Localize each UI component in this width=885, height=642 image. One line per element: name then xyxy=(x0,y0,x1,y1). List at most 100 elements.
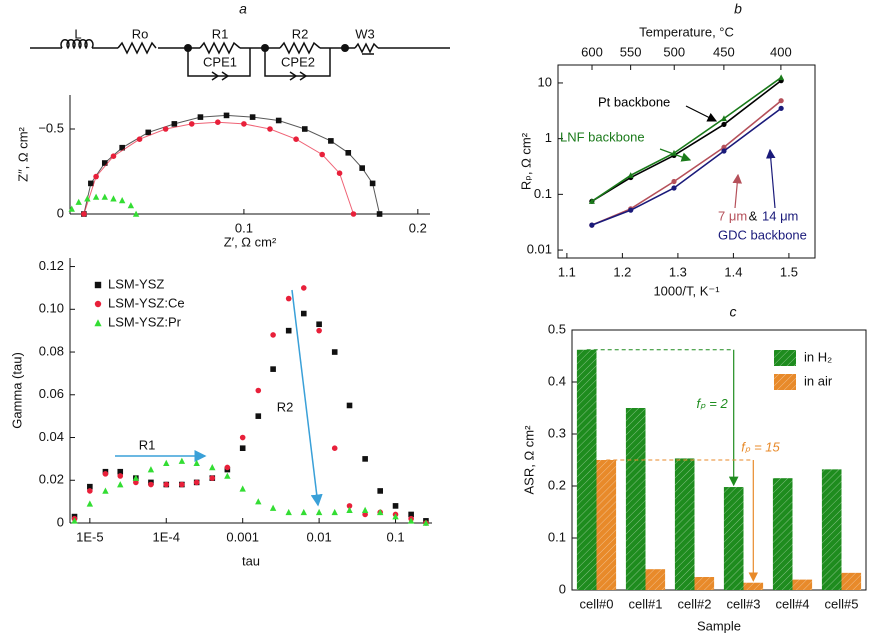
y-tick-label: 1 xyxy=(545,130,552,145)
marker xyxy=(328,138,334,144)
series-line xyxy=(591,100,782,226)
annotation: GDC backbone xyxy=(718,227,807,242)
bar xyxy=(596,460,617,590)
marker xyxy=(93,173,99,180)
marker xyxy=(179,481,185,488)
x-tick-label: 1.4 xyxy=(724,264,742,279)
y-tick-label: 0.5 xyxy=(548,321,566,336)
panel-label: a xyxy=(239,1,247,17)
marker xyxy=(721,144,727,150)
marker xyxy=(361,506,369,513)
marker xyxy=(362,456,368,462)
marker xyxy=(118,197,126,204)
x-tick-label: cell#3 xyxy=(727,596,761,611)
marker xyxy=(345,150,352,156)
panel-label: c xyxy=(730,304,737,320)
plot-frame xyxy=(571,329,867,591)
marker xyxy=(239,434,246,441)
marker xyxy=(720,115,727,122)
circuit-label: R1 xyxy=(212,26,229,41)
marker xyxy=(285,327,292,334)
x-tick-label: 0.1 xyxy=(386,529,404,544)
inductor xyxy=(60,39,94,50)
marker xyxy=(117,468,124,475)
x-tick-label: cell#1 xyxy=(629,596,663,611)
marker xyxy=(319,151,325,158)
node xyxy=(184,44,192,52)
marker xyxy=(331,445,338,452)
marker xyxy=(101,193,108,200)
y-tick-label: −0.5 xyxy=(38,120,64,135)
y-tick-label: 0 xyxy=(57,514,64,529)
marker xyxy=(422,519,430,526)
marker xyxy=(285,508,292,516)
marker xyxy=(224,472,231,479)
annotation: fₚ = 2 xyxy=(696,396,728,411)
marker xyxy=(346,402,353,409)
legend-label: in H₂ xyxy=(804,349,832,364)
marker xyxy=(110,153,117,159)
bar xyxy=(772,478,793,590)
y-tick-label: 0.10 xyxy=(39,301,64,316)
panel-label: b xyxy=(734,1,742,17)
marker xyxy=(362,511,368,518)
bar xyxy=(792,579,813,590)
y-tick-label: 0.3 xyxy=(548,425,566,440)
marker xyxy=(241,121,247,127)
marker xyxy=(87,483,93,490)
marker xyxy=(316,327,322,334)
y-tick-label: 0.4 xyxy=(548,373,566,388)
marker xyxy=(68,205,75,212)
marker xyxy=(193,479,200,486)
marker xyxy=(147,466,155,473)
marker xyxy=(255,387,262,394)
bar xyxy=(694,577,715,590)
x-tick-label: 0.01 xyxy=(306,529,331,544)
marker xyxy=(249,114,256,120)
marker xyxy=(171,121,178,127)
circuit-label: L xyxy=(74,26,81,41)
bar xyxy=(743,582,764,590)
marker xyxy=(162,126,169,132)
marker xyxy=(223,112,230,119)
legend-marker xyxy=(94,319,102,327)
bar xyxy=(821,469,842,590)
node xyxy=(341,44,349,52)
marker xyxy=(589,222,595,228)
legend-marker xyxy=(94,300,102,308)
marker xyxy=(392,513,399,520)
marker xyxy=(209,464,216,471)
x2-tick-label: 600 xyxy=(581,44,603,59)
marker xyxy=(117,481,124,488)
y-tick-label: 0.06 xyxy=(39,386,64,401)
series-label: 7 μm xyxy=(718,208,747,223)
x-axis-label: 1000/T, K⁻¹ xyxy=(653,283,720,298)
y-axis-label: Gamma (tau) xyxy=(9,352,24,429)
annotation: R1 xyxy=(139,437,156,452)
marker xyxy=(671,185,677,191)
marker xyxy=(300,310,307,317)
marker xyxy=(408,511,414,518)
y-tick-label: 0 xyxy=(57,205,64,220)
marker xyxy=(778,74,785,81)
marker xyxy=(336,170,343,176)
y-axis-label: Z″, Ω cm² xyxy=(15,126,30,181)
marker xyxy=(350,211,357,217)
marker xyxy=(778,105,784,111)
marker xyxy=(224,464,231,471)
circuit: L Ro R1 R2 W3 CPE1 CPE2 xyxy=(30,26,450,81)
marker xyxy=(148,481,154,488)
x-tick-label: 0.1 xyxy=(235,220,253,235)
marker xyxy=(300,508,307,516)
marker xyxy=(255,498,262,505)
x-tick-label: cell#5 xyxy=(825,596,859,611)
x-tick-label: 1E-5 xyxy=(76,529,103,544)
y-tick-label: 0 xyxy=(559,581,566,596)
marker xyxy=(127,202,135,209)
node xyxy=(261,44,269,52)
marker xyxy=(300,285,307,291)
x-tick-label: cell#2 xyxy=(678,596,712,611)
marker xyxy=(346,503,353,509)
legend-label: LSM-YSZ:Ce xyxy=(108,295,185,310)
